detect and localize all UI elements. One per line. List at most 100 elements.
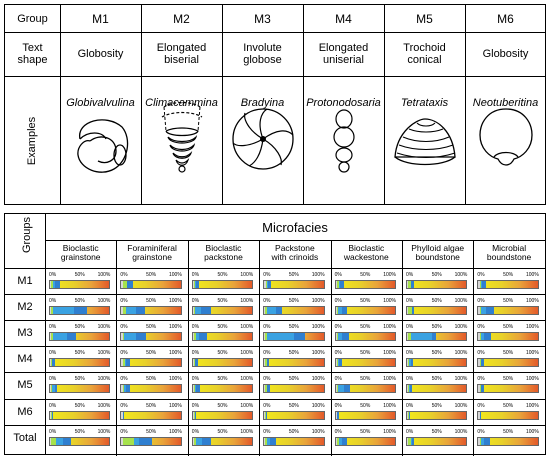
microfacies-header: Bioclastic packstone [204,243,243,262]
tick-label: 100% [383,402,396,409]
proportion-bar-cell: 0% 50% 100% [406,376,468,394]
bar-segment [408,437,411,445]
tick-labels: 0% 50% 100% [192,350,253,358]
proportion-bar [334,410,396,420]
tick-labels: 0% 50% 100% [335,350,396,358]
proportion-bar-cell: 0% 50% 100% [191,429,254,447]
bar-segment [264,307,266,315]
tick-labels: 0% 50% 100% [120,429,181,437]
bar-segment [193,359,196,367]
tick-labels: 0% 50% 100% [335,429,396,437]
proportion-bar-cell: 0% 50% 100% [334,324,396,342]
bar-segment [195,385,197,393]
group-id-m1: M1 [92,11,109,26]
tick-label: 50% [503,350,514,357]
proportion-bar [191,436,254,446]
bar-segment [122,307,127,315]
group-id-m3: M3 [254,11,271,26]
proportion-bar [263,384,325,394]
tick-label: 100% [97,272,111,278]
proportion-bar-cell: 0% 50% 100% [334,402,396,421]
tick-labels: 0% 50% 100% [477,403,538,411]
shape-header-label: Text shape [17,42,48,66]
proportion-bar-cell: 0% 50% 100% [120,429,182,447]
tick-label: 100% [383,324,396,331]
tick-label: 50% [503,324,514,331]
bar-segment [410,333,432,341]
bar-segment [52,333,67,341]
proportion-bar [263,332,325,342]
tick-labels: 0% 50% 100% [263,350,324,358]
proportion-bar-cell: 0% 50% 100% [191,272,254,290]
tick-label: 100% [240,298,254,305]
bar-segment [410,437,412,445]
bar-segment [51,411,53,419]
proportion-bar [334,384,396,394]
bar-segment [195,307,202,315]
tick-label: 100% [240,402,254,409]
tick-label: 50% [431,376,442,383]
tick-label: 50% [288,272,299,278]
bar-segment [479,437,481,445]
proportion-bar [120,384,182,394]
bradyina-fossil-icon [227,103,299,180]
tick-labels: 0% 50% 100% [335,272,396,280]
tick-label: 50% [503,402,514,409]
tick-label: 0% [334,272,342,278]
tick-label: 50% [360,298,371,305]
proportion-bar-cell: 0% 50% 100% [477,350,539,368]
tick-label: 50% [288,324,299,331]
bar-segment [335,333,337,341]
tick-label: 100% [97,376,111,383]
microfacies-header: Foraminiferal grainstone [127,243,177,262]
bar-segment [51,307,53,315]
tick-labels: 0% 50% 100% [263,324,324,332]
tick-label: 0% [477,324,485,331]
bar-segment [407,385,409,393]
tick-label: 0% [334,298,342,305]
tick-label: 100% [454,402,468,409]
bar-segment [124,385,126,393]
tick-label: 50% [360,272,371,278]
bar-segment [337,333,342,341]
tick-label: 50% [146,272,157,278]
bar-segment [431,333,436,341]
proportion-bar [477,306,539,316]
proportion-bar-cell: 0% 50% 100% [334,272,396,290]
tick-label: 50% [503,376,514,383]
tick-label: 100% [525,272,539,278]
tick-labels: 0% 50% 100% [49,350,110,358]
proportion-bar-cell: 0% 50% 100% [191,402,254,421]
group-id-m5: M5 [416,11,433,26]
bar-segment [481,359,485,367]
bar-segment [123,411,125,419]
tick-label: 100% [383,428,396,435]
proportion-bar [191,280,254,289]
tick-label: 0% [263,350,271,357]
bar-segment [293,333,305,341]
bar-segment [266,307,277,315]
proportion-bar [120,410,182,420]
proportion-bar [406,436,468,446]
tick-label: 0% [406,376,414,383]
bar-segment [481,281,486,288]
tick-label: 0% [49,298,57,305]
bar-segment [139,437,153,445]
tick-label: 0% [406,428,414,435]
microfacies-header: Microbial boundstone [486,243,532,262]
bar-segment [408,411,409,419]
bar-segment [267,437,271,445]
bar-segment [126,307,137,315]
bar-segment [194,411,196,419]
proportion-bar-cell: 0% 50% 100% [120,376,182,394]
tick-labels: 0% 50% 100% [263,272,324,280]
proportion-bar-cell: 0% 50% 100% [477,429,539,447]
tick-label: 100% [240,350,254,357]
examples-header-label: Examples [26,116,38,166]
bar-segment [195,333,199,341]
bar-segment [264,333,266,341]
bar-segment [198,333,208,341]
bar-segment [54,281,60,288]
tick-label: 0% [334,350,342,357]
bar-segment [52,385,55,393]
